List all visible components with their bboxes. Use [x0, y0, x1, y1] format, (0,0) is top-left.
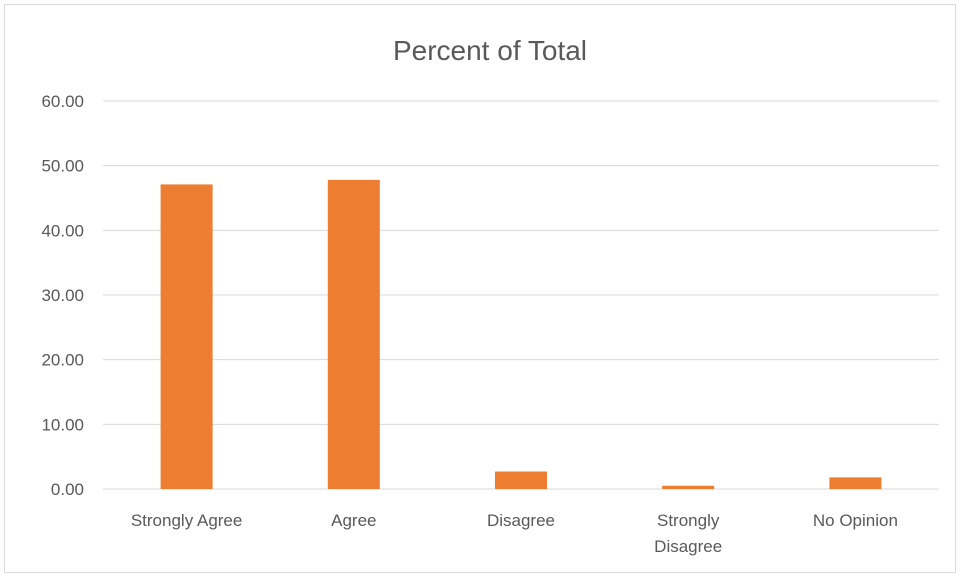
x-category-labels: Strongly Agree Agree Disagree Strongly Disag… — [131, 511, 898, 556]
bars — [160, 179, 882, 490]
y-tick-label: 50.00 — [41, 157, 84, 176]
y-tick-label: 40.00 — [41, 221, 84, 240]
y-tick-label: 10.00 — [41, 415, 84, 434]
bar — [829, 477, 882, 489]
bar — [160, 184, 213, 490]
bar — [327, 179, 380, 490]
bar — [495, 471, 547, 489]
y-tick-label: 0.00 — [51, 480, 84, 499]
x-category-label: Disagree — [487, 511, 555, 530]
x-category-label: No Opinion — [813, 511, 898, 530]
y-tick-label: 60.00 — [41, 92, 84, 111]
bar — [662, 485, 715, 489]
x-category-label: Strongly Disagree — [654, 511, 722, 556]
chart-title: Percent of Total — [393, 35, 587, 66]
x-category-label: Strongly Agree — [131, 511, 243, 530]
y-tick-labels: 0.00 10.00 20.00 30.00 40.00 50.00 60.00 — [41, 92, 84, 499]
y-tick-label: 20.00 — [41, 351, 84, 370]
y-tick-label: 30.00 — [41, 286, 84, 305]
gridlines — [103, 100, 939, 490]
x-category-label: Agree — [331, 511, 376, 530]
